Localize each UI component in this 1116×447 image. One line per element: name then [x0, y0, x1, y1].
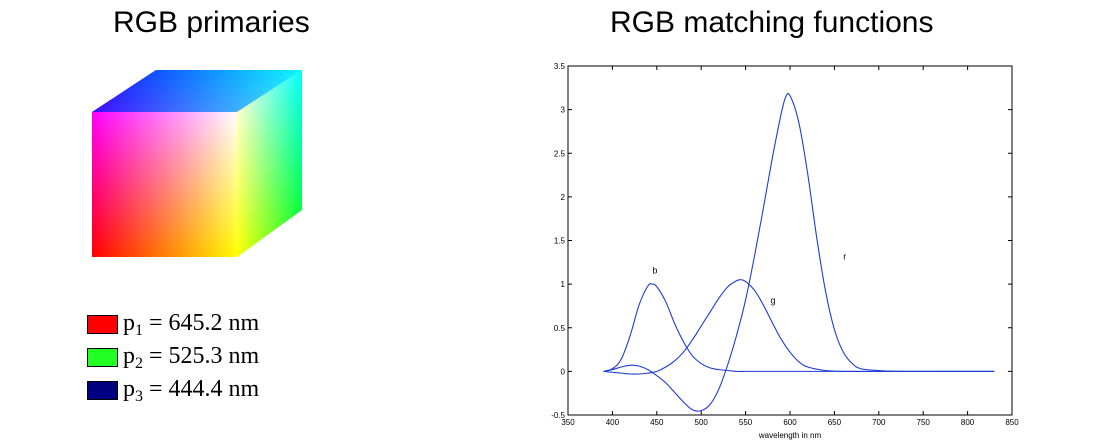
plot-frame [567, 65, 1013, 416]
series-r-line [603, 93, 995, 412]
y-tick-label: -0.5 [551, 411, 565, 420]
green-swatch [87, 348, 118, 367]
x-tick-label: 350 [561, 418, 575, 427]
y-tick-label: 0 [561, 367, 566, 376]
y-tick-label: 2.5 [554, 149, 566, 158]
x-tick-label: 650 [828, 418, 842, 427]
y-tick-label: 1 [561, 280, 566, 289]
x-tick-label: 850 [1005, 418, 1019, 427]
y-tick-label: 0.5 [554, 324, 566, 333]
rgb-color-cube-image [92, 70, 302, 257]
x-tick-label: 550 [739, 418, 753, 427]
y-tick-label: 2 [561, 193, 566, 202]
title-rgb-primaries: RGB primaries [113, 6, 310, 39]
red-swatch [87, 315, 118, 334]
x-tick-label: 800 [961, 418, 975, 427]
x-tick-label: 450 [650, 418, 664, 427]
blue-swatch [87, 381, 118, 400]
series-b-line [603, 283, 995, 372]
matching-functions-chart: 350 400 450 500 550 600 650 700 750 800 850 -0.5 0 0.… [551, 62, 1019, 440]
curve-label-r: r [843, 252, 846, 262]
x-tick-label: 750 [917, 418, 931, 427]
title-rgb-matching-functions: RGB matching functions [610, 6, 934, 39]
y-tick-label: 3 [561, 106, 566, 115]
x-tick-label: 400 [606, 418, 620, 427]
x-tick-label: 500 [695, 418, 709, 427]
series-g-line [603, 279, 995, 375]
curve-label-g: g [770, 295, 775, 305]
y-tick-label: 1.5 [554, 237, 566, 246]
x-axis-label: wavelength in nm [758, 431, 822, 440]
x-tick-label: 700 [872, 418, 886, 427]
y-tick-label: 3.5 [554, 62, 566, 71]
x-tick-label: 600 [783, 418, 797, 427]
curve-label-b: b [652, 266, 657, 276]
